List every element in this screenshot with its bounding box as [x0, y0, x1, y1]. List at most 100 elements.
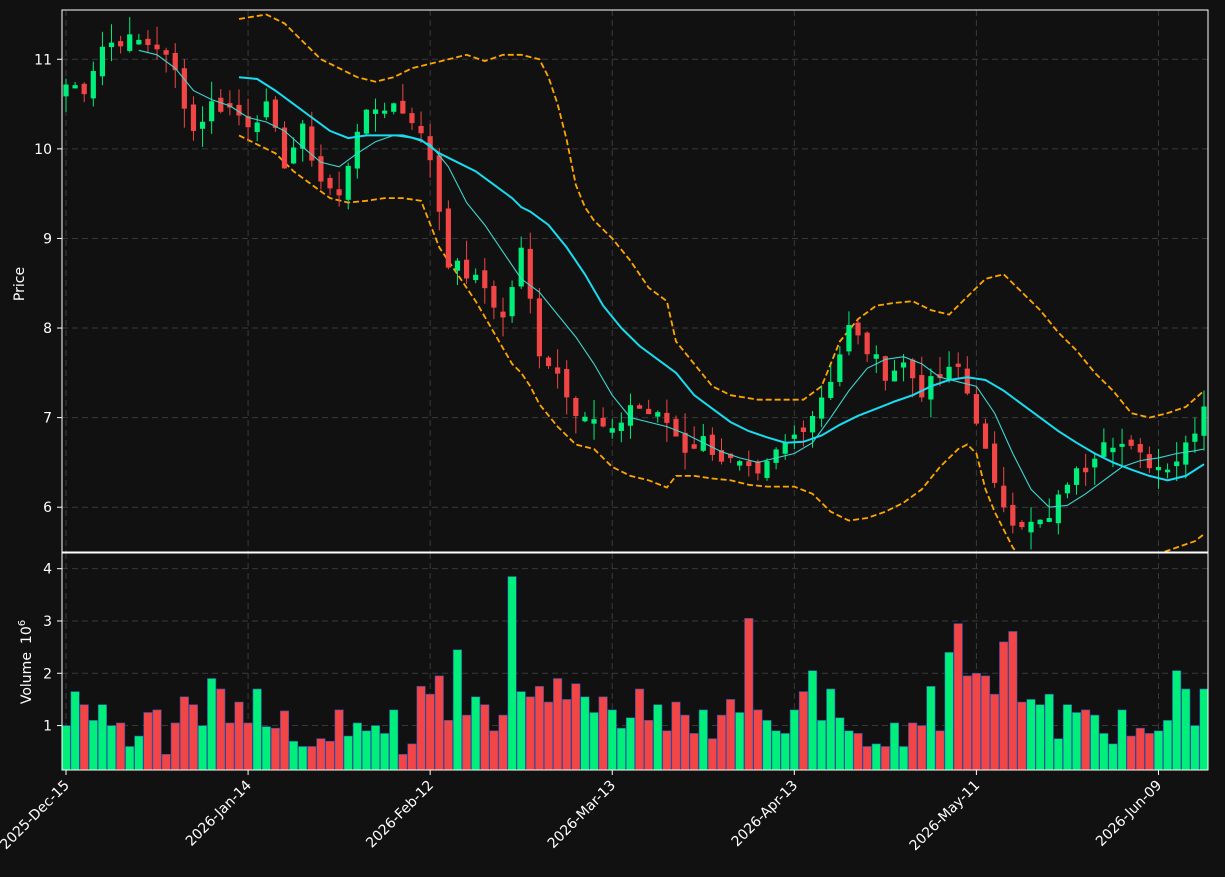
volume-bar — [871, 743, 881, 771]
volume-bar — [889, 722, 900, 771]
volume-bar — [798, 691, 808, 771]
candle-body — [136, 39, 142, 45]
volume-bar — [225, 722, 235, 771]
candle-body — [363, 109, 370, 134]
volume-bar — [370, 725, 381, 771]
candle-body — [1046, 518, 1052, 522]
volume-bar — [389, 709, 399, 771]
candle-body — [272, 99, 278, 128]
candle-body — [118, 41, 124, 47]
volume-bar — [862, 746, 872, 771]
volume-bar — [908, 722, 918, 771]
volume-bar — [1071, 712, 1082, 771]
volume-bar — [170, 722, 180, 771]
candle-body — [1010, 505, 1016, 526]
volume-bar — [625, 717, 635, 771]
volume-bar — [817, 720, 827, 771]
volume-bar — [525, 696, 535, 771]
candle-body — [181, 68, 187, 109]
candle-body — [199, 121, 206, 129]
candle-body — [773, 449, 779, 463]
candle-body — [1083, 467, 1089, 473]
candle-body — [500, 311, 506, 318]
volume-bar — [179, 696, 189, 771]
volume-bar — [653, 704, 663, 771]
volume-bar — [106, 725, 117, 771]
candle-body — [254, 122, 260, 133]
candle-body — [291, 147, 297, 164]
candle-body — [1101, 442, 1107, 457]
candle-body — [800, 427, 807, 433]
candle-body — [600, 417, 606, 427]
volume-bar — [716, 714, 727, 771]
volume-bar — [1172, 670, 1182, 771]
volume-bar — [662, 730, 672, 771]
volume-bar — [334, 709, 344, 771]
candle-body — [864, 332, 870, 355]
candle-body — [946, 366, 952, 380]
candle-body — [636, 405, 643, 409]
volume-bar — [161, 754, 171, 771]
candle-body — [145, 38, 151, 46]
volume-bar — [289, 740, 299, 771]
candle-body — [746, 461, 752, 467]
volume-bar — [125, 746, 135, 771]
volume-bar — [598, 696, 608, 771]
candle-body — [436, 155, 442, 212]
volume-bar — [516, 691, 526, 771]
volume-bar — [1163, 720, 1173, 771]
volume-tick-label: 4 — [43, 562, 52, 578]
volume-bar — [698, 709, 708, 771]
candle-body — [627, 405, 634, 426]
volume-bar — [1135, 727, 1145, 771]
volume-bar — [571, 683, 581, 771]
volume-bar — [70, 691, 80, 771]
volume-bar — [1035, 704, 1045, 771]
volume-bar — [134, 735, 144, 771]
volume-bar — [1108, 743, 1118, 771]
candle-body — [955, 363, 961, 367]
candle-body — [1137, 444, 1143, 453]
volume-bar — [926, 686, 936, 771]
candle-body — [1192, 433, 1198, 442]
price-tick-label: 9 — [43, 231, 52, 247]
candle-body — [454, 260, 461, 271]
candle-body — [1128, 439, 1134, 446]
volume-bar — [744, 618, 754, 771]
candle-body — [891, 370, 898, 382]
volume-bar — [589, 712, 599, 771]
candle-body — [491, 285, 497, 308]
volume-bar — [553, 678, 563, 771]
volume-bar — [97, 704, 107, 771]
volume-bar — [753, 709, 763, 771]
candle-body — [664, 412, 670, 423]
volume-bar — [298, 746, 308, 771]
candle-body — [545, 357, 552, 367]
volume-bar — [917, 725, 927, 771]
volume-bar — [844, 730, 854, 771]
candle-body — [473, 274, 479, 281]
volume-bar — [234, 701, 244, 771]
volume-bar — [243, 722, 253, 771]
candle-body — [445, 208, 451, 268]
volume-bar — [279, 710, 290, 771]
volume-bar — [944, 652, 954, 771]
volume-bar — [198, 725, 208, 771]
volume-bar — [416, 686, 426, 771]
candle-body — [318, 156, 324, 182]
volume-bar — [616, 727, 626, 771]
volume-bar — [434, 675, 444, 771]
volume-y-ticks: 1 2 3 4 — [43, 562, 62, 735]
volume-bar — [826, 688, 836, 771]
candle-body — [682, 432, 688, 453]
volume-bar — [534, 686, 544, 771]
candle-body — [372, 109, 379, 114]
candle-body — [391, 103, 397, 112]
candle-body — [218, 97, 224, 112]
candlesticks — [63, 16, 1207, 550]
candle-body — [900, 362, 907, 368]
volume-panel-frame — [61, 552, 1209, 771]
volume-bar — [807, 670, 818, 771]
candle-body — [281, 127, 288, 169]
